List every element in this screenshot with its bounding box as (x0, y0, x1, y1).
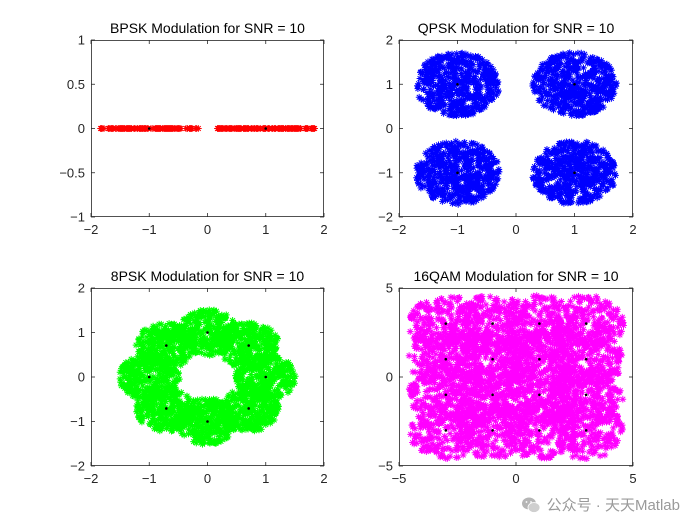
y-tick-label: 1 (78, 33, 85, 48)
y-tick-label: −1 (70, 210, 85, 225)
noisy-symbols (413, 49, 620, 208)
constellation-point (165, 407, 168, 410)
subplot-2: −2 −1 0 1 2 −2 −1 0 1 2 QPSK Modulation for SNR = … (378, 20, 636, 237)
y-tick-label: 2 (78, 281, 85, 296)
constellation-point (584, 322, 588, 325)
constellation-point (206, 420, 209, 423)
constellation-point (538, 393, 541, 397)
y-tick-label: 0 (78, 121, 85, 136)
chart-title: 8PSK Modulation for SNR = 10 (111, 268, 305, 284)
y-tick-label: 0 (78, 370, 85, 385)
constellation-point (147, 375, 151, 379)
constellation-point (573, 171, 576, 175)
x-tick-label: 0 (512, 471, 519, 486)
constellation-point (165, 344, 168, 347)
x-tick-label: −1 (142, 471, 157, 486)
x-tick-label: 1 (262, 471, 269, 486)
y-tick-label: 1 (386, 77, 393, 92)
y-tick-label: −1 (378, 165, 393, 180)
constellation-point (444, 322, 448, 325)
chart-title: 16QAM Modulation for SNR = 10 (413, 268, 618, 284)
constellation-point (456, 171, 459, 175)
data-series (413, 49, 620, 208)
data-series (97, 125, 318, 132)
x-tick-label: 2 (320, 471, 327, 486)
constellation-point (538, 322, 541, 325)
y-tick-label: −0.5 (59, 165, 85, 180)
x-tick-label: −1 (142, 222, 157, 237)
constellation-point (444, 429, 448, 432)
y-tick-label: 5 (386, 281, 393, 296)
chart-title: QPSK Modulation for SNR = 10 (418, 20, 615, 36)
x-tick-label: 0 (512, 222, 519, 237)
y-tick-label: 2 (386, 33, 393, 48)
y-tick-label: 0 (386, 370, 393, 385)
chart-title: BPSK Modulation for SNR = 10 (110, 20, 305, 36)
watermark: 公众号 · 天天Matlab (521, 494, 680, 515)
constellation-point (538, 357, 541, 361)
constellation-point (206, 331, 209, 334)
constellation-point (456, 82, 459, 86)
constellation-point (584, 429, 588, 432)
x-tick-label: 2 (629, 222, 636, 237)
constellation-point (491, 393, 494, 397)
constellation-point (247, 344, 250, 347)
y-tick-label: −2 (70, 459, 85, 474)
x-tick-label: −2 (84, 222, 99, 237)
noisy-symbols (116, 306, 299, 448)
constellation-point (573, 82, 576, 86)
y-tick-label: 0.5 (67, 77, 85, 92)
wechat-icon (521, 497, 541, 513)
noisy-symbols (405, 292, 627, 462)
constellation-point (444, 393, 448, 397)
constellation-point (584, 393, 588, 397)
noisy-symbols (97, 125, 318, 132)
x-tick-label: 1 (571, 222, 578, 237)
constellation-point (491, 357, 494, 361)
x-tick-label: −1 (450, 222, 465, 237)
y-tick-label: −5 (378, 459, 393, 474)
x-tick-label: 2 (320, 222, 327, 237)
constellation-point (147, 127, 151, 130)
subplot-3: −2 −1 0 1 2 −2 −1 0 1 2 8PSK Modulation for SNR = … (70, 268, 327, 486)
constellation-point (264, 127, 268, 130)
constellation-point (264, 375, 268, 379)
constellation-point (444, 357, 448, 361)
x-tick-label: 0 (204, 222, 211, 237)
constellation-point (247, 407, 250, 410)
y-tick-label: 1 (78, 325, 85, 340)
watermark-text: 公众号 · 天天Matlab (546, 497, 680, 514)
constellation-point (584, 357, 588, 361)
x-tick-label: 5 (629, 471, 636, 486)
y-tick-label: −1 (70, 414, 85, 429)
x-tick-label: −2 (84, 471, 99, 486)
constellation-point (538, 429, 541, 432)
x-tick-label: −5 (392, 471, 407, 486)
x-tick-label: −2 (392, 222, 407, 237)
subplot-4: −5 0 5 −5 0 5 16QAM Modulation for SNR = 10 (378, 268, 636, 486)
constellation-point (491, 322, 494, 325)
constellation-point (491, 429, 494, 432)
x-tick-label: 0 (204, 471, 211, 486)
data-series (116, 306, 299, 448)
x-tick-label: 1 (262, 222, 269, 237)
data-series (405, 292, 627, 462)
y-tick-label: 0 (386, 121, 393, 136)
y-tick-label: −2 (378, 210, 393, 225)
